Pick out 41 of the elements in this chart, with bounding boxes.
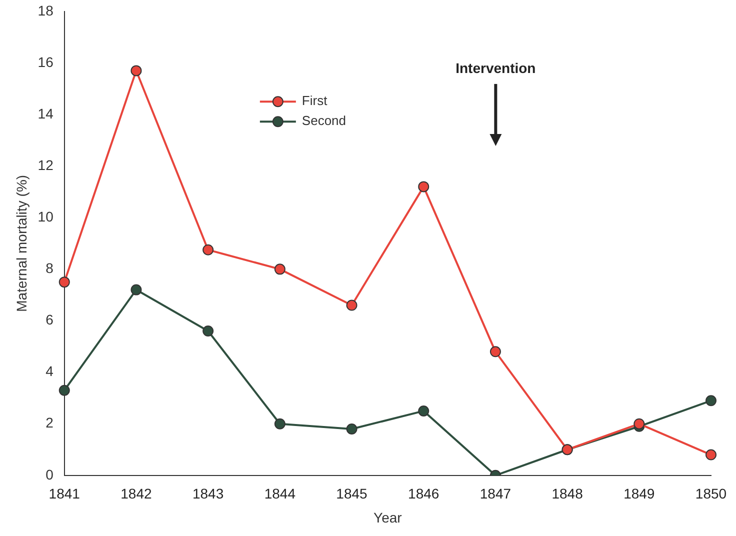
point xyxy=(202,326,214,337)
x-tick-label: 1845 xyxy=(336,486,368,502)
point xyxy=(58,384,70,396)
y-tick-label: 4 xyxy=(46,363,54,380)
y-tick-label: 14 xyxy=(38,105,54,122)
point xyxy=(490,346,501,358)
point xyxy=(418,405,430,416)
x-tick-label: 1849 xyxy=(624,486,655,502)
annotation: Intervention xyxy=(456,60,536,76)
point xyxy=(418,181,430,192)
point xyxy=(274,264,286,275)
y-tick-label: 8 xyxy=(46,260,54,276)
y-tick-label: 12 xyxy=(38,156,54,173)
point xyxy=(130,65,142,76)
y-tick-label: 10 xyxy=(38,208,54,224)
point xyxy=(130,284,142,296)
x-tick-label: 1848 xyxy=(552,486,584,502)
x-tick-label: 1842 xyxy=(120,486,152,502)
legend-label: Second xyxy=(302,113,346,128)
point xyxy=(202,244,214,256)
x-tick-label: 1841 xyxy=(48,486,80,502)
x-tick-label: 1846 xyxy=(408,486,440,502)
point xyxy=(706,395,716,406)
x-tick-label: 1850 xyxy=(695,486,727,502)
point xyxy=(58,276,70,288)
y-tick-label: 6 xyxy=(46,312,54,328)
y-axis-title: Maternal mortality (%) xyxy=(13,174,30,312)
point xyxy=(274,418,286,430)
y-tick-label: 18 xyxy=(38,2,54,18)
y-tick-label: 0 xyxy=(46,466,54,482)
y-tick-label: 2 xyxy=(46,414,54,431)
x-tick-label: 1844 xyxy=(264,486,296,502)
x-axis-title: Year xyxy=(374,509,402,526)
legend-label: First xyxy=(302,93,328,108)
point xyxy=(346,424,358,434)
y-tick-label: 16 xyxy=(38,54,54,70)
x-tick-label: 1847 xyxy=(480,486,512,502)
point xyxy=(634,418,645,430)
point xyxy=(346,300,358,311)
x-tick-label: 1843 xyxy=(192,486,224,502)
point xyxy=(706,449,716,460)
